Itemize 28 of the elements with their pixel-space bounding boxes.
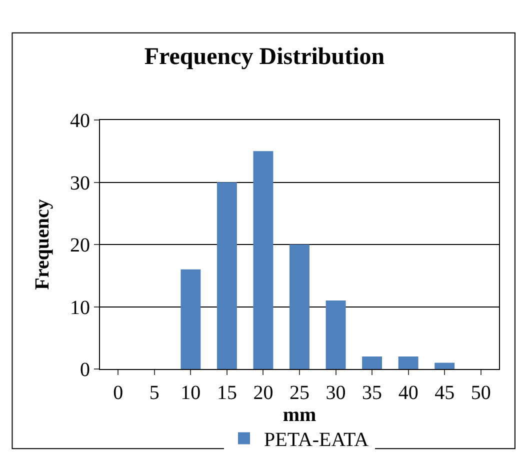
chart-title: Frequency Distribution xyxy=(144,44,385,70)
bar xyxy=(180,269,201,369)
y-axis-title: Frequency xyxy=(32,199,54,290)
y-tick-label: 0 xyxy=(80,359,90,381)
x-tick-label: 45 xyxy=(434,382,455,404)
x-tick-label: 5 xyxy=(149,382,160,404)
y-tick-label: 30 xyxy=(70,172,90,194)
bar xyxy=(398,356,418,369)
bar xyxy=(290,244,310,369)
bar xyxy=(216,182,237,369)
bar xyxy=(362,356,382,369)
bar xyxy=(326,300,346,369)
bar xyxy=(253,151,274,369)
y-tick-label: 10 xyxy=(70,296,90,319)
x-tick-label: 25 xyxy=(290,382,310,404)
x-axis-title: mm xyxy=(282,404,316,426)
bar xyxy=(434,362,455,369)
legend-label: PETA-EATA xyxy=(264,429,370,452)
x-tick-label: 50 xyxy=(470,382,491,404)
x-tick-label: 0 xyxy=(113,382,124,404)
x-tick-label: 20 xyxy=(253,382,274,404)
x-tick-label: 30 xyxy=(326,382,346,404)
x-tick-label: 40 xyxy=(398,382,418,404)
x-tick-label: 35 xyxy=(362,382,382,404)
x-tick-label: 10 xyxy=(180,382,201,404)
y-tick-label: 20 xyxy=(70,234,90,256)
y-tick-label: 40 xyxy=(70,110,90,132)
x-tick-label: 15 xyxy=(216,382,237,404)
